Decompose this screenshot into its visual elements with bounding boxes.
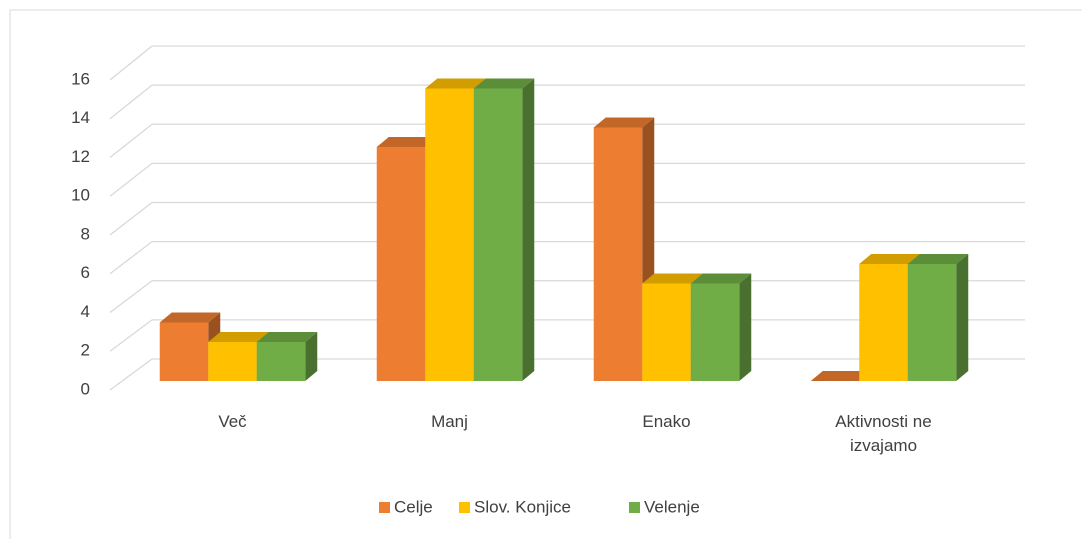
bar	[810, 371, 872, 381]
bar-face	[376, 147, 426, 381]
grid-line	[109, 84, 153, 120]
bar-face	[305, 332, 318, 381]
bar-face	[690, 273, 752, 284]
legend-swatch	[459, 502, 470, 513]
grid-line	[109, 201, 153, 236]
bar	[907, 254, 969, 381]
legend-swatch	[629, 502, 640, 513]
x-tick-label: Več	[218, 412, 247, 431]
bar	[473, 78, 535, 381]
grid-line	[109, 319, 153, 352]
bar-face	[256, 332, 318, 342]
chart-frame	[9, 9, 1082, 539]
bar-face	[859, 264, 908, 381]
bar-face	[810, 371, 872, 381]
grid-line	[109, 162, 153, 197]
grid-line	[109, 45, 153, 81]
grid-line	[109, 123, 153, 159]
bar-face	[690, 283, 740, 381]
grid-line	[109, 280, 153, 314]
x-tick-label: Aktivnosti ne izvajamo	[835, 412, 932, 455]
bar-face	[256, 342, 306, 381]
bar	[256, 332, 318, 381]
bar-face	[907, 254, 969, 264]
bar-face	[739, 273, 752, 381]
y-tick-label: 12	[71, 147, 90, 166]
y-tick-label: 16	[71, 69, 90, 88]
bar-face	[376, 137, 438, 147]
y-tick-label: 10	[71, 186, 90, 205]
y-tick-label: 6	[81, 263, 90, 282]
bar-face	[425, 78, 486, 89]
bar-face	[425, 88, 474, 381]
bar-face	[522, 78, 535, 381]
bar-face	[956, 254, 969, 381]
bar-face	[208, 332, 269, 342]
bar-face	[642, 273, 703, 284]
y-tick-label: 8	[81, 224, 90, 243]
x-tick-label: Enako	[642, 412, 691, 431]
bar	[593, 117, 655, 381]
bar-face	[208, 342, 257, 381]
bar-face	[642, 283, 691, 381]
bar-face	[473, 88, 523, 381]
bar-face	[593, 127, 643, 381]
bar-face	[159, 312, 221, 323]
bar	[690, 273, 752, 381]
y-tick-label: 4	[81, 302, 90, 321]
bar-face	[159, 322, 209, 381]
y-tick-label: 0	[81, 379, 90, 398]
x-tick-label: Manj	[431, 412, 468, 431]
legend-swatch	[379, 502, 390, 513]
bar-face	[907, 264, 957, 381]
grid-line	[109, 241, 153, 275]
bar-face	[473, 78, 535, 89]
y-tick-label: 2	[81, 341, 90, 360]
legend-label: Slov. Konjice	[474, 497, 571, 516]
legend-label: Velenje	[644, 497, 700, 516]
bar-face	[593, 117, 655, 128]
bar-face	[859, 254, 920, 264]
y-tick-label: 14	[71, 108, 90, 127]
legend-label: Celje	[394, 497, 433, 516]
grid-line	[109, 358, 153, 391]
